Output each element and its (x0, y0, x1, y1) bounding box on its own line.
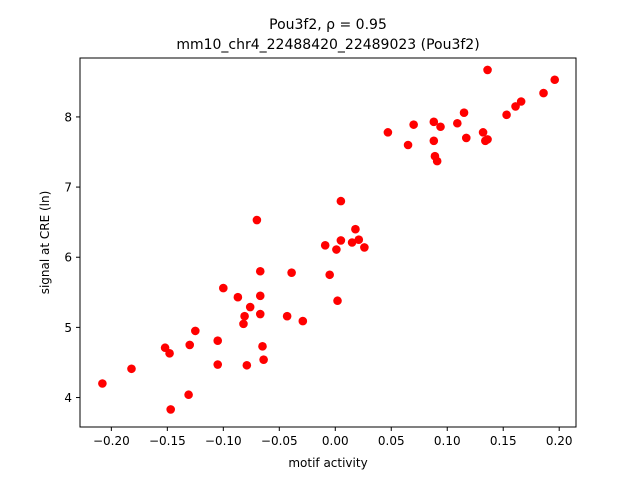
data-point (409, 120, 418, 129)
data-point (332, 245, 341, 254)
x-tick-label: −0.10 (205, 434, 242, 448)
chart-title-line-2: mm10_chr4_22488420_22489023 (Pou3f2) (176, 37, 479, 53)
data-point (219, 283, 228, 293)
data-point (320, 241, 330, 250)
data-point (282, 311, 292, 321)
y-axis-label: signal at CRE (ln) (38, 191, 52, 295)
data-point (351, 224, 360, 234)
y-tick-label: 6 (64, 251, 72, 265)
data-point (255, 309, 265, 319)
x-tick-label: 0.10 (434, 434, 461, 448)
data-point (252, 215, 262, 225)
data-point (429, 136, 439, 146)
y-axis-ticks: 4 5 6 7 8 (64, 110, 80, 405)
y-tick-label: 7 (64, 181, 72, 195)
data-point (453, 118, 462, 128)
data-point (333, 296, 342, 306)
x-tick-label: 0.20 (546, 434, 573, 448)
data-point (336, 196, 346, 206)
data-point (432, 156, 442, 166)
x-tick-label: −0.20 (93, 434, 130, 448)
data-point (259, 355, 268, 364)
data-point (336, 236, 346, 245)
x-axis-ticks: −0.20 −0.15 −0.10 −0.05 0.00 0.05 0.10 0.15 0.20 (93, 427, 573, 448)
data-point (354, 235, 364, 244)
x-tick-label: 0.05 (378, 434, 405, 448)
data-point (347, 238, 357, 247)
data-point (403, 140, 413, 150)
data-point (242, 360, 252, 370)
data-point (287, 268, 296, 277)
data-point (166, 405, 175, 414)
y-tick-label: 4 (64, 391, 72, 405)
data-point (165, 349, 174, 358)
data-point (502, 110, 511, 120)
data-point (233, 292, 243, 302)
y-tick-label: 5 (64, 321, 72, 335)
plot-area-frame (79, 57, 577, 428)
data-points (98, 65, 560, 414)
data-point (483, 135, 492, 144)
data-point (325, 270, 334, 280)
y-tick-label: 8 (64, 110, 72, 124)
data-point (255, 266, 265, 276)
data-point (98, 379, 107, 388)
data-point (127, 364, 136, 374)
data-point (461, 133, 471, 143)
data-point (360, 243, 369, 252)
data-point (245, 302, 255, 312)
data-point (511, 102, 520, 111)
chart-title-line-1: Pou3f2, ρ = 0.95 (269, 17, 387, 33)
data-point (213, 336, 223, 346)
data-point (483, 65, 492, 75)
data-point (429, 117, 439, 127)
x-tick-label: 0.00 (322, 434, 349, 448)
data-point (478, 128, 488, 137)
data-point (213, 360, 223, 369)
data-point (240, 311, 249, 321)
data-point (255, 291, 265, 301)
x-tick-label: 0.15 (490, 434, 517, 448)
data-point (539, 88, 548, 98)
data-point (184, 390, 193, 400)
x-tick-label: −0.05 (261, 434, 298, 448)
data-point (258, 342, 267, 351)
x-tick-label: −0.15 (149, 434, 186, 448)
data-point (191, 326, 200, 336)
x-axis-label: motif activity (288, 456, 367, 470)
data-point (298, 316, 308, 326)
data-point (550, 75, 560, 85)
data-point (436, 122, 445, 132)
data-point (459, 108, 469, 118)
data-point (516, 97, 526, 106)
data-point (239, 319, 248, 329)
data-point (383, 128, 393, 137)
data-point (185, 340, 195, 350)
